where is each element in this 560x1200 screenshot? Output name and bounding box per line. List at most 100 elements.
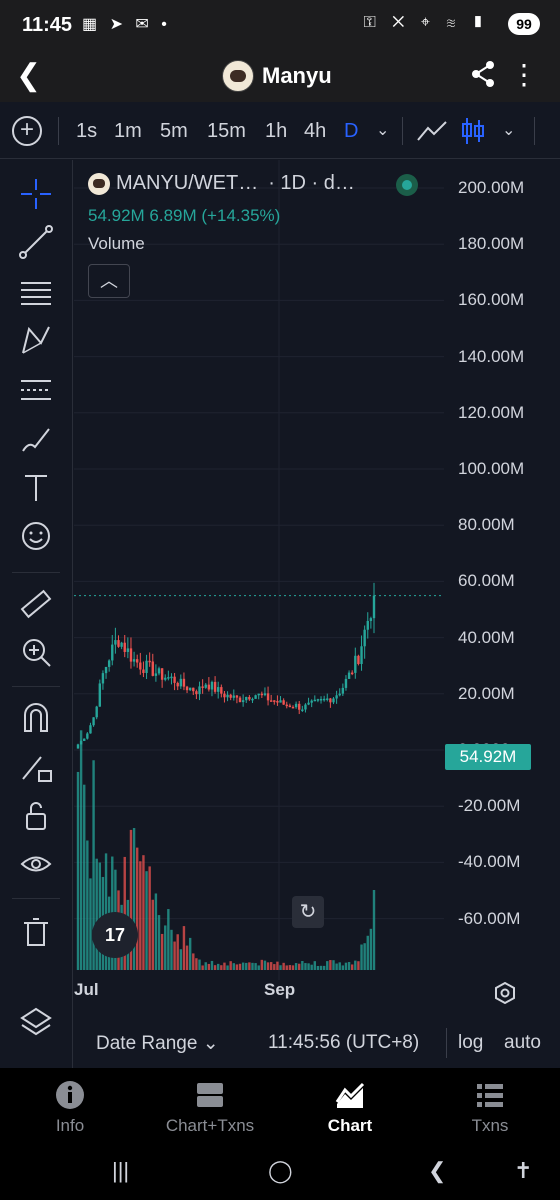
pattern-icon[interactable]: [16, 320, 56, 360]
candle: [372, 595, 376, 619]
volume-bar: [139, 861, 142, 970]
lock-pencil-icon[interactable]: [16, 748, 56, 788]
home-icon[interactable]: ◯: [268, 1158, 293, 1183]
eye-icon[interactable]: [16, 844, 56, 884]
tab-info[interactable]: Info: [0, 1068, 140, 1148]
candle: [232, 695, 235, 698]
unlock-icon[interactable]: [16, 796, 56, 836]
volume-bar: [338, 962, 341, 970]
timezone-clock[interactable]: 11:45:56 (UTC+8): [268, 1032, 420, 1053]
y-tick-label: 20.00M: [458, 683, 515, 703]
chart-settings-icon[interactable]: [494, 982, 516, 1004]
tradingview-logo[interactable]: 17: [92, 912, 138, 958]
volume-bar: [223, 962, 226, 970]
symbol-legend: MANYU/WET… · 1D · d…: [88, 172, 355, 195]
candle: [341, 687, 345, 694]
chart-area[interactable]: MANYU/WET… · 1D · d… 54.92M 6.89M (+14.3…: [74, 160, 560, 980]
volume-bar: [257, 965, 260, 970]
timeframe-5m[interactable]: 5m: [160, 120, 188, 142]
collapse-legend-icon[interactable]: ︿: [88, 264, 130, 298]
candle: [229, 694, 232, 698]
y-tick-label: 200.00M: [458, 178, 525, 197]
share-icon[interactable]: [468, 59, 498, 89]
y-tick-label: -20.00M: [458, 796, 521, 816]
candle: [332, 698, 335, 703]
trend-line-icon[interactable]: [16, 222, 56, 262]
candle: [164, 677, 167, 680]
more-options-icon[interactable]: ⋮: [510, 59, 538, 90]
tab-chart[interactable]: Chart: [280, 1068, 420, 1148]
candles-icon[interactable]: [460, 116, 486, 146]
reset-chart-icon[interactable]: ↻: [292, 896, 324, 928]
candle: [136, 659, 139, 663]
add-indicator-icon[interactable]: +: [12, 116, 42, 146]
candle: [273, 700, 276, 702]
volume-bar: [235, 964, 239, 970]
forecast-icon[interactable]: [16, 370, 56, 410]
candle: [329, 698, 332, 703]
fib-lines-icon[interactable]: [16, 272, 56, 312]
candle: [241, 700, 245, 703]
line-chart-icon[interactable]: [416, 118, 448, 144]
chevron-down-icon: ⌄: [202, 1033, 219, 1054]
volume-bar: [301, 960, 304, 970]
candle: [291, 706, 295, 709]
volume-bar: [285, 965, 288, 970]
volume-bar: [369, 928, 373, 970]
timeframe-1s[interactable]: 1s: [76, 120, 98, 142]
info-icon: [56, 1081, 84, 1109]
ruler-icon[interactable]: [16, 584, 56, 624]
magnet-icon[interactable]: [16, 698, 56, 738]
volume-bar: [79, 730, 83, 970]
tab-chart-txns[interactable]: Chart+Txns: [140, 1068, 280, 1148]
volume-bar: [220, 965, 223, 970]
trash-icon[interactable]: [16, 912, 56, 952]
chart-type-chevron-down-icon[interactable]: ⌄: [502, 122, 516, 139]
timeframe-chevron-down-icon[interactable]: ⌄: [376, 122, 390, 139]
candle: [160, 668, 164, 680]
volume-bar: [204, 962, 207, 970]
timeframe-15m[interactable]: 15m: [207, 120, 246, 142]
candle: [148, 660, 151, 663]
date-range-button[interactable]: Date Range ⌄: [96, 1032, 219, 1055]
brush-icon[interactable]: [16, 420, 56, 460]
candle: [195, 691, 198, 695]
volume-bar: [266, 962, 270, 970]
auto-scale-toggle[interactable]: auto: [504, 1032, 541, 1053]
accessibility-icon[interactable]: ✝: [514, 1158, 533, 1183]
timeframe-1h[interactable]: 1h: [265, 120, 288, 142]
y-tick-label: 40.00M: [458, 627, 515, 647]
market-status-icon: [396, 174, 418, 196]
timeframe-4h[interactable]: 4h: [304, 120, 327, 142]
timeframe-1m[interactable]: 1m: [114, 120, 142, 142]
recent-apps-icon[interactable]: |||: [112, 1158, 130, 1183]
back-nav-icon[interactable]: ❮: [428, 1158, 447, 1183]
crosshair-icon[interactable]: [16, 174, 56, 214]
notification-icons: ▦ ➤ ✉ •: [82, 16, 171, 33]
zoom-in-icon[interactable]: [16, 632, 56, 672]
volume-bar: [313, 961, 316, 970]
candle: [157, 668, 161, 674]
volume-bar: [354, 960, 357, 970]
emoji-icon[interactable]: [16, 516, 56, 556]
candle: [179, 678, 183, 687]
candle: [298, 703, 301, 710]
tab-txns[interactable]: Txns: [420, 1068, 560, 1148]
text-tool-icon[interactable]: [16, 468, 56, 508]
symbol-interval: · 1D · d…: [268, 172, 355, 194]
layers-icon[interactable]: [16, 1002, 56, 1042]
symbol-name: MANYU/WET…: [116, 172, 259, 194]
volume-bar: [248, 962, 251, 970]
volume-bar: [363, 943, 366, 970]
split-icon: [197, 1083, 223, 1107]
log-scale-toggle[interactable]: log: [458, 1032, 484, 1053]
back-icon[interactable]: ❮: [16, 59, 42, 92]
candle: [182, 678, 186, 687]
candle: [142, 669, 145, 673]
tab-label: Chart+Txns: [165, 1116, 255, 1135]
time-axis[interactable]: Jul Sep: [74, 980, 560, 1006]
candle: [198, 686, 201, 695]
volume-bar: [276, 961, 279, 970]
candle: [176, 682, 179, 687]
timeframe-d[interactable]: D: [344, 120, 359, 142]
